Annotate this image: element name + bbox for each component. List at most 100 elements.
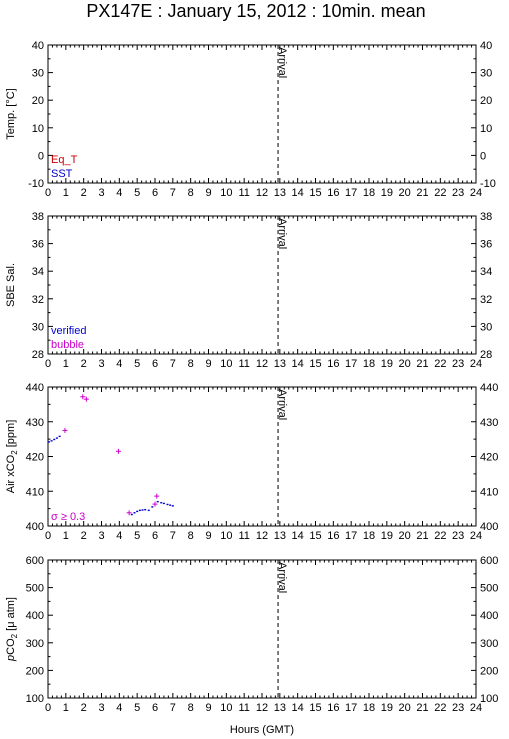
y-tick-label: 10: [32, 123, 44, 135]
data-point-verified: [171, 505, 174, 507]
x-tick-label: 3: [98, 530, 104, 542]
x-tick-label: 0: [45, 530, 51, 542]
x-tick-label: 20: [399, 702, 411, 714]
x-tick-label: 9: [205, 702, 211, 714]
x-tick-label: 1: [63, 358, 69, 370]
y-tick-label: 40: [32, 40, 44, 52]
x-tick-label: 8: [188, 702, 194, 714]
x-tick-label: 12: [256, 530, 268, 542]
y-tick-label: 300: [26, 638, 44, 650]
x-tick-label: 16: [327, 530, 339, 542]
x-tick-label: 19: [381, 530, 393, 542]
x-tick-label: 24: [470, 358, 482, 370]
y-tick-label-right: 38: [480, 211, 492, 223]
x-tick-label: 8: [188, 358, 194, 370]
y-tick-label: 410: [26, 486, 44, 498]
y-tick-label-right: 200: [480, 665, 498, 677]
x-tick-label: 15: [309, 530, 321, 542]
data-point-verified: [147, 509, 150, 512]
x-tick-label: 4: [116, 187, 122, 199]
y-tick-label: 420: [26, 452, 44, 464]
x-tick-label: 1: [63, 530, 69, 542]
legend-eq-t: Eq_T: [51, 154, 78, 166]
panel-1: 0 1 2 3 4 5 6 7 8 9 10 11 12 13 14 15 16 17 18 19 20 21 22 23 24…: [5, 40, 496, 199]
arrival-label: Arrival: [276, 389, 288, 420]
data-point-verified: [130, 513, 133, 516]
y-tick-label: 600: [26, 555, 44, 567]
x-tick-label: 2: [81, 530, 87, 542]
x-tick-label: 17: [345, 702, 357, 714]
x-tick-label: 13: [274, 358, 286, 370]
x-tick-label: 3: [98, 702, 104, 714]
data-point-flagged: [115, 448, 121, 454]
x-tick-label: 18: [363, 702, 375, 714]
x-tick-label: 21: [416, 187, 428, 199]
data-point-verified: [162, 502, 165, 505]
legend-sigma: σ ≥ 0.3: [51, 511, 85, 523]
x-tick-label: 13: [274, 530, 286, 542]
data-point-flagged: [152, 501, 158, 507]
y-tick-label-right: 30: [480, 321, 492, 333]
x-tick-label: 11: [238, 187, 249, 199]
y-tick-label: 400: [26, 610, 44, 622]
x-tick-label: 2: [81, 358, 87, 370]
panel-4: 0 1 2 3 4 5 6 7 8 9 10 11 12 13 14 15 16 17 18 19 20 21 22 23 24…: [5, 555, 498, 714]
x-tick-label: 5: [134, 530, 140, 542]
y-axis-label: SBE Sal.: [5, 263, 17, 307]
x-tick-label: 5: [134, 187, 140, 199]
x-tick-label: 7: [170, 702, 176, 714]
x-tick-label: 20: [399, 187, 411, 199]
y-tick-label: 430: [26, 417, 44, 429]
y-tick-label-right: 30: [480, 68, 492, 80]
x-tick-label: 8: [188, 187, 194, 199]
x-tick-label: 21: [416, 530, 428, 542]
x-tick-label: 20: [399, 358, 411, 370]
plot-frame: [47, 386, 477, 527]
y-tick-label-right: 20: [480, 95, 492, 107]
y-tick-label-right: 28: [480, 349, 492, 361]
x-tick-label: 14: [292, 702, 304, 714]
x-axis-label: Hours (GMT): [230, 724, 294, 736]
x-tick-label: 23: [452, 358, 464, 370]
x-tick-label: 15: [309, 358, 321, 370]
y-tick-label: 200: [26, 665, 44, 677]
y-tick-label-right: 10: [480, 123, 492, 135]
y-tick-label-right: -10: [480, 178, 496, 190]
x-tick-label: 15: [309, 187, 321, 199]
y-tick-label: 30: [32, 321, 44, 333]
x-tick-label: 16: [327, 702, 339, 714]
data-point-verified: [133, 512, 136, 514]
x-tick-label: 0: [45, 702, 51, 714]
x-tick-label: 3: [98, 358, 104, 370]
arrival-label: Arrival: [276, 47, 288, 78]
data-point-flagged: [154, 493, 160, 499]
x-tick-label: 9: [205, 530, 211, 542]
x-tick-label: 0: [45, 187, 51, 199]
x-tick-label: 7: [170, 530, 176, 542]
x-tick-label: 17: [345, 358, 357, 370]
data-point-verified: [151, 506, 154, 508]
y-tick-label-right: 500: [480, 583, 498, 595]
data-point-verified: [144, 508, 147, 511]
x-tick-label: 2: [81, 187, 87, 199]
y-tick-label-right: 300: [480, 638, 498, 650]
data-point-flagged: [126, 510, 132, 516]
x-tick-label: 19: [381, 702, 393, 714]
x-tick-label: 13: [274, 702, 286, 714]
data-point-verified: [58, 435, 61, 438]
data-point-verified: [53, 438, 56, 441]
legend-bubble: bubble: [51, 339, 84, 351]
x-tick-label: 1: [63, 187, 69, 199]
data-point-verified: [55, 437, 58, 439]
data-point-verified: [160, 502, 163, 504]
x-tick-label: 1: [63, 702, 69, 714]
x-tick-label: 24: [470, 187, 482, 199]
data-point-flagged: [62, 427, 68, 433]
x-tick-label: 11: [238, 530, 249, 542]
data-point-verified: [169, 504, 172, 506]
x-tick-label: 5: [134, 358, 140, 370]
x-tick-label: 15: [309, 702, 321, 714]
x-tick-label: 18: [363, 358, 375, 370]
x-tick-label: 7: [170, 187, 176, 199]
x-tick-label: 10: [220, 187, 232, 199]
